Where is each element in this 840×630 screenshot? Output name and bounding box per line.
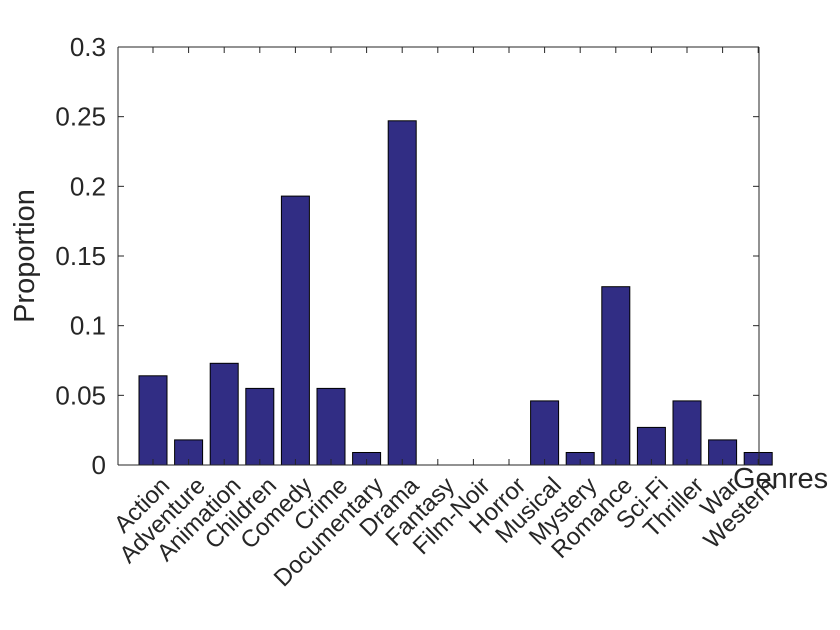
y-tick-label: 0 bbox=[92, 450, 106, 480]
bar-thriller bbox=[672, 400, 702, 466]
y-tick-label: 0.05 bbox=[55, 380, 106, 410]
bar-crime bbox=[316, 387, 346, 466]
y-tick-label: 0.1 bbox=[70, 311, 106, 341]
y-tick-label: 0.3 bbox=[70, 32, 106, 62]
y-tick-label: 0.2 bbox=[70, 171, 106, 201]
axes bbox=[117, 46, 760, 466]
y-tick-label: 0.15 bbox=[55, 241, 106, 271]
bar-drama bbox=[387, 120, 417, 466]
bar-animation bbox=[209, 362, 239, 466]
y-tick-label: 0.25 bbox=[55, 102, 106, 132]
x-tick-labels: ActionAdventureAnimationChildrenComedyCr… bbox=[109, 472, 780, 592]
bar-comedy bbox=[280, 195, 310, 466]
bars bbox=[138, 120, 773, 466]
bar-children bbox=[245, 387, 275, 466]
y-axis-title: Proportion bbox=[9, 189, 41, 323]
bar-musical bbox=[530, 400, 560, 466]
y-tick-labels: 0 0.05 0.1 0.15 0.2 0.25 0.3 bbox=[55, 32, 106, 480]
bar-romance bbox=[601, 286, 631, 466]
bar-action bbox=[138, 375, 168, 466]
x-axis-title: Genres bbox=[733, 463, 828, 495]
